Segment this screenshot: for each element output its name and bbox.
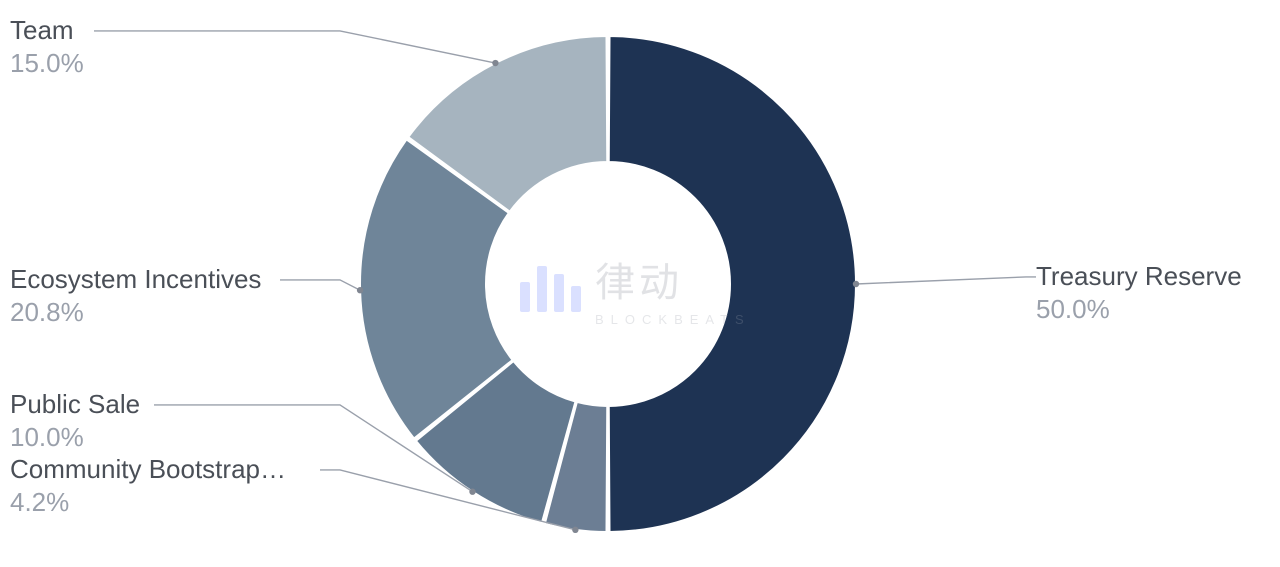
label-pct-public: 10.0% bbox=[10, 421, 140, 454]
leader-treasury bbox=[856, 277, 1036, 284]
leader-team bbox=[94, 31, 495, 63]
slice-treasury bbox=[609, 36, 856, 532]
label-name-public: Public Sale bbox=[10, 388, 140, 421]
leader-dot-public bbox=[469, 489, 475, 495]
leader-dot-team bbox=[492, 60, 498, 66]
label-name-community: Community Bootstrap… bbox=[10, 453, 286, 486]
label-ecosys: Ecosystem Incentives20.8% bbox=[10, 263, 261, 328]
label-pct-treasury: 50.0% bbox=[1036, 293, 1242, 326]
label-community: Community Bootstrap…4.2% bbox=[10, 453, 286, 518]
leader-ecosys bbox=[280, 280, 360, 290]
leader-dot-treasury bbox=[853, 281, 859, 287]
label-public: Public Sale10.0% bbox=[10, 388, 140, 453]
label-pct-ecosys: 20.8% bbox=[10, 296, 261, 329]
label-name-treasury: Treasury Reserve bbox=[1036, 260, 1242, 293]
donut-chart: 律动 BLOCKBEATS Treasury Reserve50.0%Commu… bbox=[0, 0, 1280, 567]
label-name-ecosys: Ecosystem Incentives bbox=[10, 263, 261, 296]
label-pct-team: 15.0% bbox=[10, 47, 84, 80]
label-team: Team15.0% bbox=[10, 14, 84, 79]
label-name-team: Team bbox=[10, 14, 84, 47]
label-pct-community: 4.2% bbox=[10, 486, 286, 519]
label-treasury: Treasury Reserve50.0% bbox=[1036, 260, 1242, 325]
leader-dot-ecosys bbox=[357, 287, 363, 293]
leader-dot-community bbox=[572, 527, 578, 533]
